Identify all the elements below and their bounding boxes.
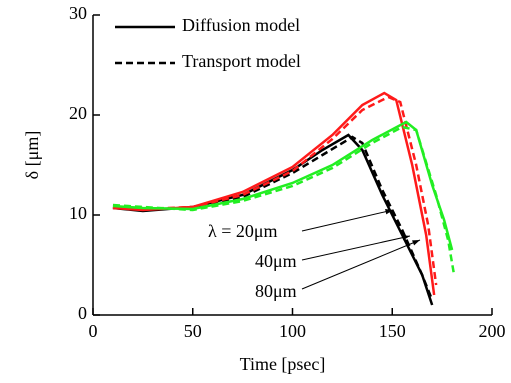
legend-label: Diffusion model xyxy=(182,15,300,35)
x-axis-label: Time [psec] xyxy=(240,354,326,374)
y-axis-label: δ [μm] xyxy=(22,131,42,180)
annotation: 80μm xyxy=(255,281,297,301)
x-tick-label: 200 xyxy=(479,321,506,341)
arrow-head xyxy=(402,234,410,241)
arrow-head xyxy=(412,240,420,246)
x-tick-label: 100 xyxy=(279,321,306,341)
x-tick-label: 0 xyxy=(89,321,98,341)
arrow-head xyxy=(385,209,393,215)
annotation-arrow xyxy=(301,209,394,232)
series-line xyxy=(112,135,434,301)
series-line xyxy=(112,133,434,306)
x-tick-label: 50 xyxy=(184,321,202,341)
series-line xyxy=(112,95,438,286)
y-tick-label: 20 xyxy=(69,103,87,123)
annotation-arrow xyxy=(301,239,421,290)
annotation: 40μm xyxy=(255,251,297,271)
annotation-arrow xyxy=(301,235,411,261)
legend-label: Transport model xyxy=(182,51,301,71)
annotation: λ = 20μm xyxy=(208,221,278,241)
series-line xyxy=(112,125,456,276)
y-tick-label: 30 xyxy=(69,3,87,23)
x-tick-label: 150 xyxy=(379,321,406,341)
y-tick-label: 10 xyxy=(69,203,87,223)
y-tick-label: 0 xyxy=(78,303,87,323)
